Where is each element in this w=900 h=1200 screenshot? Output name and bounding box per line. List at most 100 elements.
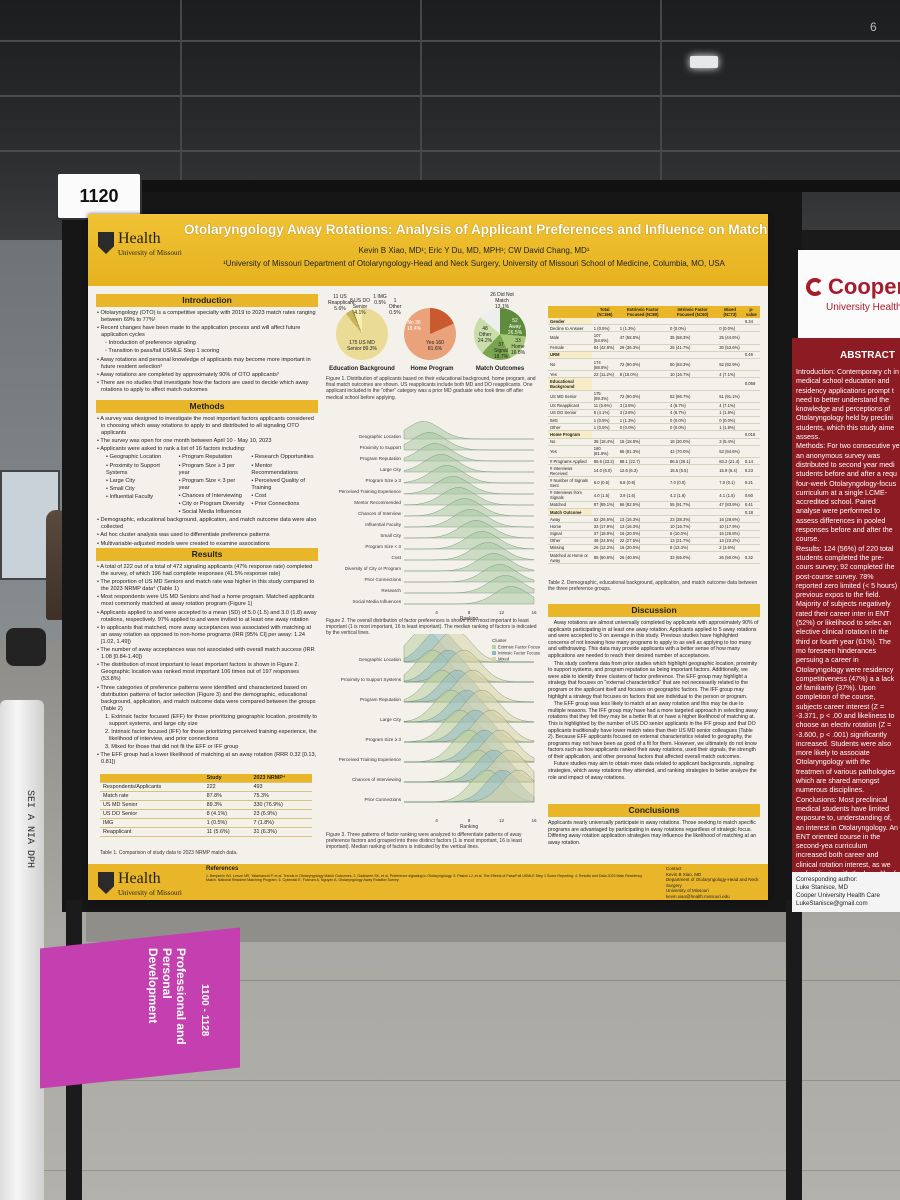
- neighbor-abstract-text: Introduction: Contemporary ch in medical…: [796, 368, 900, 887]
- table-row: IMG 1 (0.5%) 1 (1.3%) 0 (0.0%) 0 (0.0%): [548, 416, 760, 425]
- intro-bullet: • Recent changes have been made to the a…: [97, 325, 301, 339]
- factor-label: Proximity to Support: [360, 445, 402, 450]
- density-curve: [404, 498, 534, 517]
- table-cell: [742, 423, 760, 432]
- conclusions-text: Applicants nearly universally participat…: [548, 820, 757, 846]
- ceiling-truss: [0, 40, 900, 42]
- table-cell: 0 (0.0%): [717, 324, 743, 333]
- table-cell: 22 (27.5%): [617, 537, 668, 545]
- table-cell: 0.18: [742, 508, 760, 517]
- table-cell: 7.0 (0.1): [717, 476, 743, 490]
- methods-bullet: • Multivariable-adjusted models were cre…: [97, 540, 270, 547]
- intro-bullet: ◦ Transition to pass/fail USMLE Step 1 s…: [105, 348, 220, 355]
- factor-item: • Geographic Location: [106, 454, 162, 461]
- table-cell: US DO Senior: [100, 809, 204, 819]
- factor-item: • Prior Connections: [251, 501, 300, 508]
- table-cell: 174 (88.8%): [591, 358, 618, 372]
- table-cell: 25 (44.6%): [717, 331, 743, 345]
- booth-number-tag: 1120: [56, 172, 142, 220]
- results-bullet: • A total of 222 out of a total of 472 s…: [97, 564, 313, 578]
- poster-affiliation: ¹University of Missouri Department of Ot…: [223, 259, 725, 268]
- factor-label: Perceived Training Experience: [339, 489, 402, 494]
- cooper-logo-icon: [806, 278, 824, 296]
- table-cell: [667, 430, 718, 439]
- intro-bullet: ◦ Introduction of preference signaling: [105, 340, 196, 347]
- logo-word: Health: [118, 870, 161, 887]
- table-cell: 30 (53.6%): [717, 344, 743, 352]
- table-header-cell: Study: [203, 774, 251, 783]
- table-cell: 87.8%: [203, 791, 251, 801]
- paper-roll-pillar: [0, 700, 44, 1200]
- ceiling-light: [690, 56, 718, 68]
- table-1: Study 2023 NRMP⁴ Respondents/Applicants 222…: [100, 774, 312, 837]
- results-group: 3. Mixed for those that did not fit the …: [105, 744, 239, 751]
- axis-label: Ranking: [460, 616, 479, 620]
- table-cell: 0 (0.0%): [667, 416, 718, 425]
- table-cell: Away: [548, 515, 592, 524]
- table-cell: 1 (0.5%): [591, 324, 618, 333]
- table-cell: 7.0 (0.0): [667, 476, 718, 490]
- intro-bullet: • There are no studies that investigate …: [97, 379, 309, 393]
- contact-info: Contact Kevin B Xiao, MD Department of O…: [666, 866, 759, 899]
- table-cell: 16 (28.6%): [717, 515, 743, 524]
- table-cell: IMG: [100, 818, 204, 828]
- table-cell: 22 (11.2%): [591, 370, 618, 379]
- factor-item: • Small City: [106, 485, 135, 492]
- table-cell: [717, 430, 743, 439]
- table-cell: 48 (24.5%): [591, 537, 618, 545]
- table-cell: [591, 508, 618, 517]
- factor-label: Cost: [392, 555, 402, 560]
- table-cell: 26 (40.6%): [617, 551, 668, 565]
- floor-seam: [0, 1080, 900, 1081]
- logo-subtitle: University of Missouri: [118, 889, 182, 897]
- discussion-text: Away rotations are almost universally co…: [548, 620, 760, 782]
- table-cell: 4 (7.1%): [717, 370, 743, 379]
- table-row: Gender 0.34: [548, 318, 760, 326]
- table-cell: 4.0 (1.5): [591, 489, 618, 502]
- table-cell: 33 (55.0%): [667, 551, 718, 565]
- table-cell: 14.0 (6.0): [591, 464, 618, 478]
- table-cell: [717, 508, 743, 517]
- table-row: Signal 37 (18.9%) 16 (20.0%) 6 (10.0%) 15 (2…: [548, 530, 760, 538]
- banner-title: Professional and Personal Development: [146, 948, 188, 1045]
- table-cell: # Number of Signals Sent: [548, 476, 592, 490]
- table-cell: [742, 530, 760, 538]
- ceiling-beam: [660, 0, 662, 240]
- factor-column: • Program Reputation • Program Size ≥ 3 p…: [179, 454, 246, 517]
- table-cell: 4.1 (1.5): [717, 489, 743, 502]
- table-row: Match rate 87.8% 75.3%: [100, 791, 312, 801]
- table-cell: 89.3%: [203, 800, 251, 810]
- table-cell: [617, 430, 668, 439]
- legend-title: Cluster: [492, 638, 507, 643]
- table-cell: 15 (18.8%): [617, 438, 668, 446]
- intro-bullet: • Away rotations are completed by approx…: [97, 371, 279, 378]
- table-cell: Reapplicant: [100, 827, 204, 837]
- discussion-paragraph: Future studies may aim to obtain more da…: [548, 761, 757, 781]
- pie-label: 37 Signal 18.7%: [493, 342, 509, 360]
- table-cell: 1 (1.3%): [617, 324, 668, 333]
- table-cell: 18 (30.0%): [667, 438, 718, 446]
- shield-icon: [98, 232, 114, 254]
- table-row: Educational Background 0.059: [548, 377, 760, 391]
- table-cell: 29 (36.3%): [617, 344, 668, 352]
- table-cell: Yes: [548, 445, 592, 459]
- table-cell: [742, 416, 760, 425]
- table-cell: [667, 318, 718, 326]
- table-cell: US Reapplicant: [548, 402, 592, 410]
- references-text: 1. Benjamin WJ, Lenze NR, Yalamanchi P, …: [206, 874, 643, 883]
- results-bullet: • Three categories of preference pattern…: [97, 684, 316, 712]
- ceiling-truss: [0, 95, 900, 97]
- table-row: US DO Senior 8 (4.1%) 3 (3.8%) 4 (6.7%) 1 (1…: [548, 409, 760, 418]
- table-cell: 47 (83.9%): [717, 501, 743, 509]
- table-cell: [742, 537, 760, 545]
- table-cell: 0.14: [742, 457, 760, 466]
- table-cell: 4.2 (1.6): [667, 489, 718, 502]
- poster-header: Health University of Missouri Otolaryngo…: [88, 214, 768, 286]
- axis-tick-label: 4: [435, 610, 438, 615]
- table-cell: # Programs Applied: [548, 457, 592, 466]
- poster-title: Otolaryngology Away Rotations: Analysis …: [184, 222, 768, 237]
- axis-tick-label: 8: [468, 818, 471, 823]
- table-header-row: Total (N=196) Extrinsic Factor Focused (N…: [548, 306, 760, 318]
- table-cell: [742, 544, 760, 553]
- table-cell: 31 (6.3%): [250, 827, 312, 837]
